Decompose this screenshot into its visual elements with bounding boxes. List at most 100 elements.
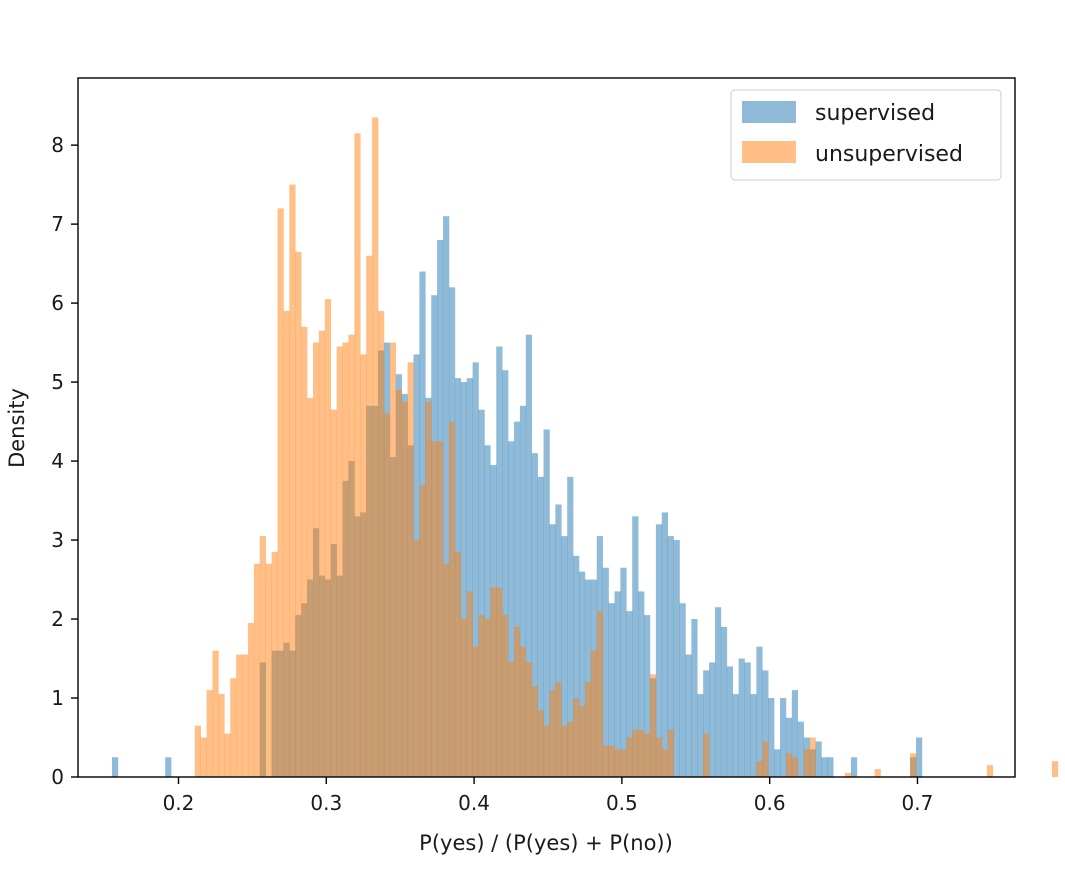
- supervised-bar: [756, 646, 763, 777]
- supervised-bar: [720, 626, 728, 777]
- unsupervised-bar: [378, 311, 385, 777]
- supervised-bar: [644, 615, 651, 777]
- legend-label-unsupervised: unsupervised: [815, 142, 963, 167]
- supervised-bar: [614, 591, 621, 777]
- supervised-bar: [165, 757, 172, 777]
- unsupervised-bar: [253, 563, 261, 777]
- unsupervised-bar: [395, 389, 402, 777]
- unsupervised-bar: [419, 484, 426, 777]
- unsupervised-bar: [573, 698, 580, 777]
- unsupervised-bar: [200, 737, 207, 777]
- unsupervised-bar: [762, 741, 769, 777]
- supervised-bar: [443, 216, 450, 778]
- x-axis-label: P(yes) / (P(yes) + P(no)): [419, 831, 673, 855]
- x-tick-label: 0.6: [754, 791, 786, 815]
- unsupervised-bar: [437, 441, 444, 777]
- unsupervised-bar: [986, 765, 994, 777]
- supervised-bar: [815, 741, 822, 777]
- unsupervised-bar: [372, 117, 379, 778]
- unsupervised-bar: [236, 654, 243, 777]
- y-tick-label: 2: [51, 607, 64, 631]
- unsupervised-bar: [271, 551, 278, 777]
- unsupervised-bar: [632, 729, 639, 777]
- x-tick-label: 0.7: [902, 791, 934, 815]
- unsupervised-bar: [756, 761, 763, 777]
- unsupervised-bar: [531, 686, 538, 777]
- unsupervised-bar: [644, 733, 651, 777]
- unsupervised-bar: [301, 326, 308, 777]
- unsupervised-bar: [212, 650, 219, 777]
- unsupervised-bar: [785, 753, 793, 777]
- unsupervised-bar: [874, 769, 881, 777]
- unsupervised-bar: [289, 184, 296, 777]
- supervised-bar: [508, 441, 515, 777]
- supervised-bar: [661, 512, 668, 777]
- unsupervised-bar: [608, 745, 615, 777]
- supervised-bar: [602, 567, 609, 777]
- legend-swatch-supervised: [742, 101, 796, 123]
- unsupervised-bar: [431, 441, 438, 777]
- supervised-bar: [774, 749, 781, 777]
- unsupervised-bar: [295, 251, 302, 777]
- x-tick-label: 0.2: [163, 791, 195, 815]
- supervised-bar: [537, 476, 544, 777]
- unsupervised-bar: [466, 591, 473, 777]
- unsupervised-bar: [791, 757, 799, 777]
- unsupervised-bar: [1051, 761, 1059, 777]
- legend-swatch-unsupervised: [742, 141, 796, 163]
- unsupervised-bar: [330, 409, 337, 777]
- supervised-bar: [525, 334, 533, 777]
- supervised-bar: [697, 694, 704, 777]
- supervised-bar: [626, 611, 633, 777]
- y-tick-label: 7: [51, 212, 64, 236]
- supervised-bar: [573, 555, 580, 777]
- supervised-bar: [638, 591, 645, 777]
- supervised-bar: [531, 453, 538, 777]
- supervised-bar: [667, 536, 674, 777]
- unsupervised-bar: [383, 413, 391, 777]
- unsupervised-bar: [360, 354, 367, 777]
- unsupervised-bar: [667, 729, 674, 777]
- unsupervised-bar: [478, 615, 485, 777]
- unsupervised-bar: [525, 662, 533, 777]
- y-tick-label: 0: [51, 765, 64, 789]
- supervised-bar: [768, 698, 775, 777]
- unsupervised-bar: [247, 622, 255, 777]
- unsupervised-bar: [620, 749, 627, 777]
- legend-label-supervised: supervised: [815, 101, 935, 126]
- unsupervised-bar: [508, 662, 515, 777]
- x-tick-label: 0.4: [458, 791, 490, 815]
- unsupervised-bar: [584, 682, 592, 777]
- supervised-bar: [791, 690, 799, 777]
- unsupervised-bar: [472, 646, 479, 777]
- y-tick-label: 5: [51, 370, 64, 394]
- unsupervised-bar: [626, 737, 633, 777]
- supervised-bar: [673, 540, 680, 777]
- unsupervised-bar: [596, 611, 603, 777]
- unsupervised-bar: [218, 694, 225, 777]
- supervised-bar: [608, 603, 615, 777]
- supervised-bar: [744, 662, 751, 777]
- supervised-bar: [679, 603, 686, 777]
- y-tick-label: 3: [51, 528, 64, 552]
- unsupervised-bar: [579, 705, 586, 777]
- unsupervised-bar: [549, 690, 556, 777]
- supervised-bar: [466, 378, 473, 777]
- x-tick-label: 0.3: [310, 791, 342, 815]
- unsupervised-bar: [543, 725, 550, 777]
- unsupervised-bar: [567, 721, 574, 777]
- supervised-bar: [496, 346, 503, 777]
- supervised-bar: [632, 516, 639, 777]
- supervised-bar: [762, 670, 769, 777]
- supervised-bar: [691, 619, 698, 777]
- supervised-bar: [620, 567, 627, 777]
- supervised-bar: [561, 536, 568, 777]
- supervised-bar: [827, 757, 834, 777]
- supervised-bar: [750, 694, 757, 777]
- unsupervised-bar: [366, 255, 373, 777]
- supervised-bar: [915, 737, 923, 777]
- unsupervised-bar: [206, 690, 213, 777]
- supervised-bar: [703, 670, 710, 777]
- unsupervised-bar: [661, 749, 668, 777]
